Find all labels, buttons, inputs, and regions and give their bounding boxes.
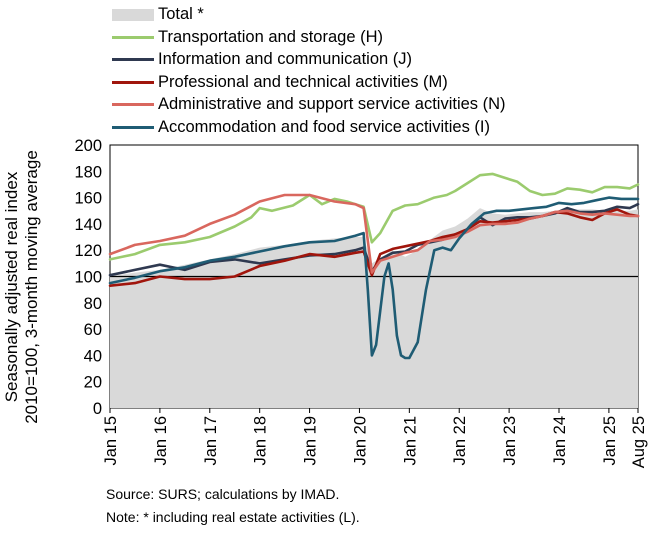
x-tick-label: Jan 18 (252, 416, 270, 466)
x-tick-label: Jan 17 (202, 416, 220, 466)
legend-label: Accommodation and food service activitie… (158, 117, 490, 136)
series-administrative-and-support-service-activities-n-line (108, 193, 640, 274)
y-axis-label-line-2: 2010=100, 3-month moving average (21, 149, 41, 424)
x-tick-label: Jan 25 (601, 416, 619, 466)
y-tick-label: 20 (84, 374, 102, 392)
series-total-area (110, 208, 638, 408)
y-tick-label: 200 (74, 137, 102, 155)
legend-swatch (112, 80, 154, 84)
y-tick-label: 80 (84, 295, 102, 313)
legend-label: Administrative and support service activ… (158, 95, 506, 113)
x-tick-label: Jan 21 (401, 416, 419, 466)
legend-label: Information and communication (J) (158, 50, 413, 68)
legend-swatch (112, 35, 154, 39)
legend-label: Professional and technical activities (M… (158, 72, 448, 91)
x-axis-ticks: Jan 15 Jan 16 Jan 17 Jan 18 Jan 19 Jan 20 Jan … (102, 408, 648, 468)
legend-swatch (112, 58, 154, 61)
legend-swatch (112, 9, 154, 21)
series-transportation-and-storage-h-line (108, 172, 640, 261)
y-tick-label: 0 (93, 400, 102, 418)
x-tick-label: Aug 25 (630, 416, 648, 468)
y-tick-label: 60 (84, 321, 102, 339)
x-tick-label: Jan 15 (102, 416, 120, 466)
series-accommodation-and-food-service-activities-i-line (108, 196, 640, 360)
y-tick-label: 180 (74, 163, 102, 181)
y-axis-ticks: 0 20 40 60 80 100 120 140 160 180 200 (74, 137, 102, 418)
legend-label: Total * (158, 5, 204, 23)
y-tick-label: 140 (74, 216, 102, 234)
y-axis-label: Seasonally adjusted real index 2010=100,… (2, 150, 42, 424)
y-tick-label: 100 (74, 269, 102, 287)
footnote: Note: * including real estate activities… (106, 509, 360, 525)
series-lines-group (108, 172, 640, 360)
source-note: Source: SURS; calculations by IMAD. (106, 486, 340, 502)
x-tick-label: Jan 20 (351, 416, 369, 466)
y-tick-label: 40 (84, 347, 102, 365)
legend-swatch (112, 103, 154, 106)
y-axis-label-line-1: Seasonally adjusted real index (1, 171, 21, 402)
y-tick-label: 160 (74, 190, 102, 208)
legend-label: Transportation and storage (H) (158, 27, 383, 46)
x-tick-label: Jan 19 (302, 416, 320, 466)
x-tick-label: Jan 23 (501, 416, 519, 466)
x-tick-label: Jan 22 (451, 416, 469, 466)
x-tick-label: Jan 16 (152, 416, 170, 466)
y-tick-label: 120 (74, 242, 102, 260)
series-area-group (110, 208, 638, 408)
legend-swatch (112, 125, 154, 129)
x-tick-label: Jan 24 (551, 416, 569, 466)
